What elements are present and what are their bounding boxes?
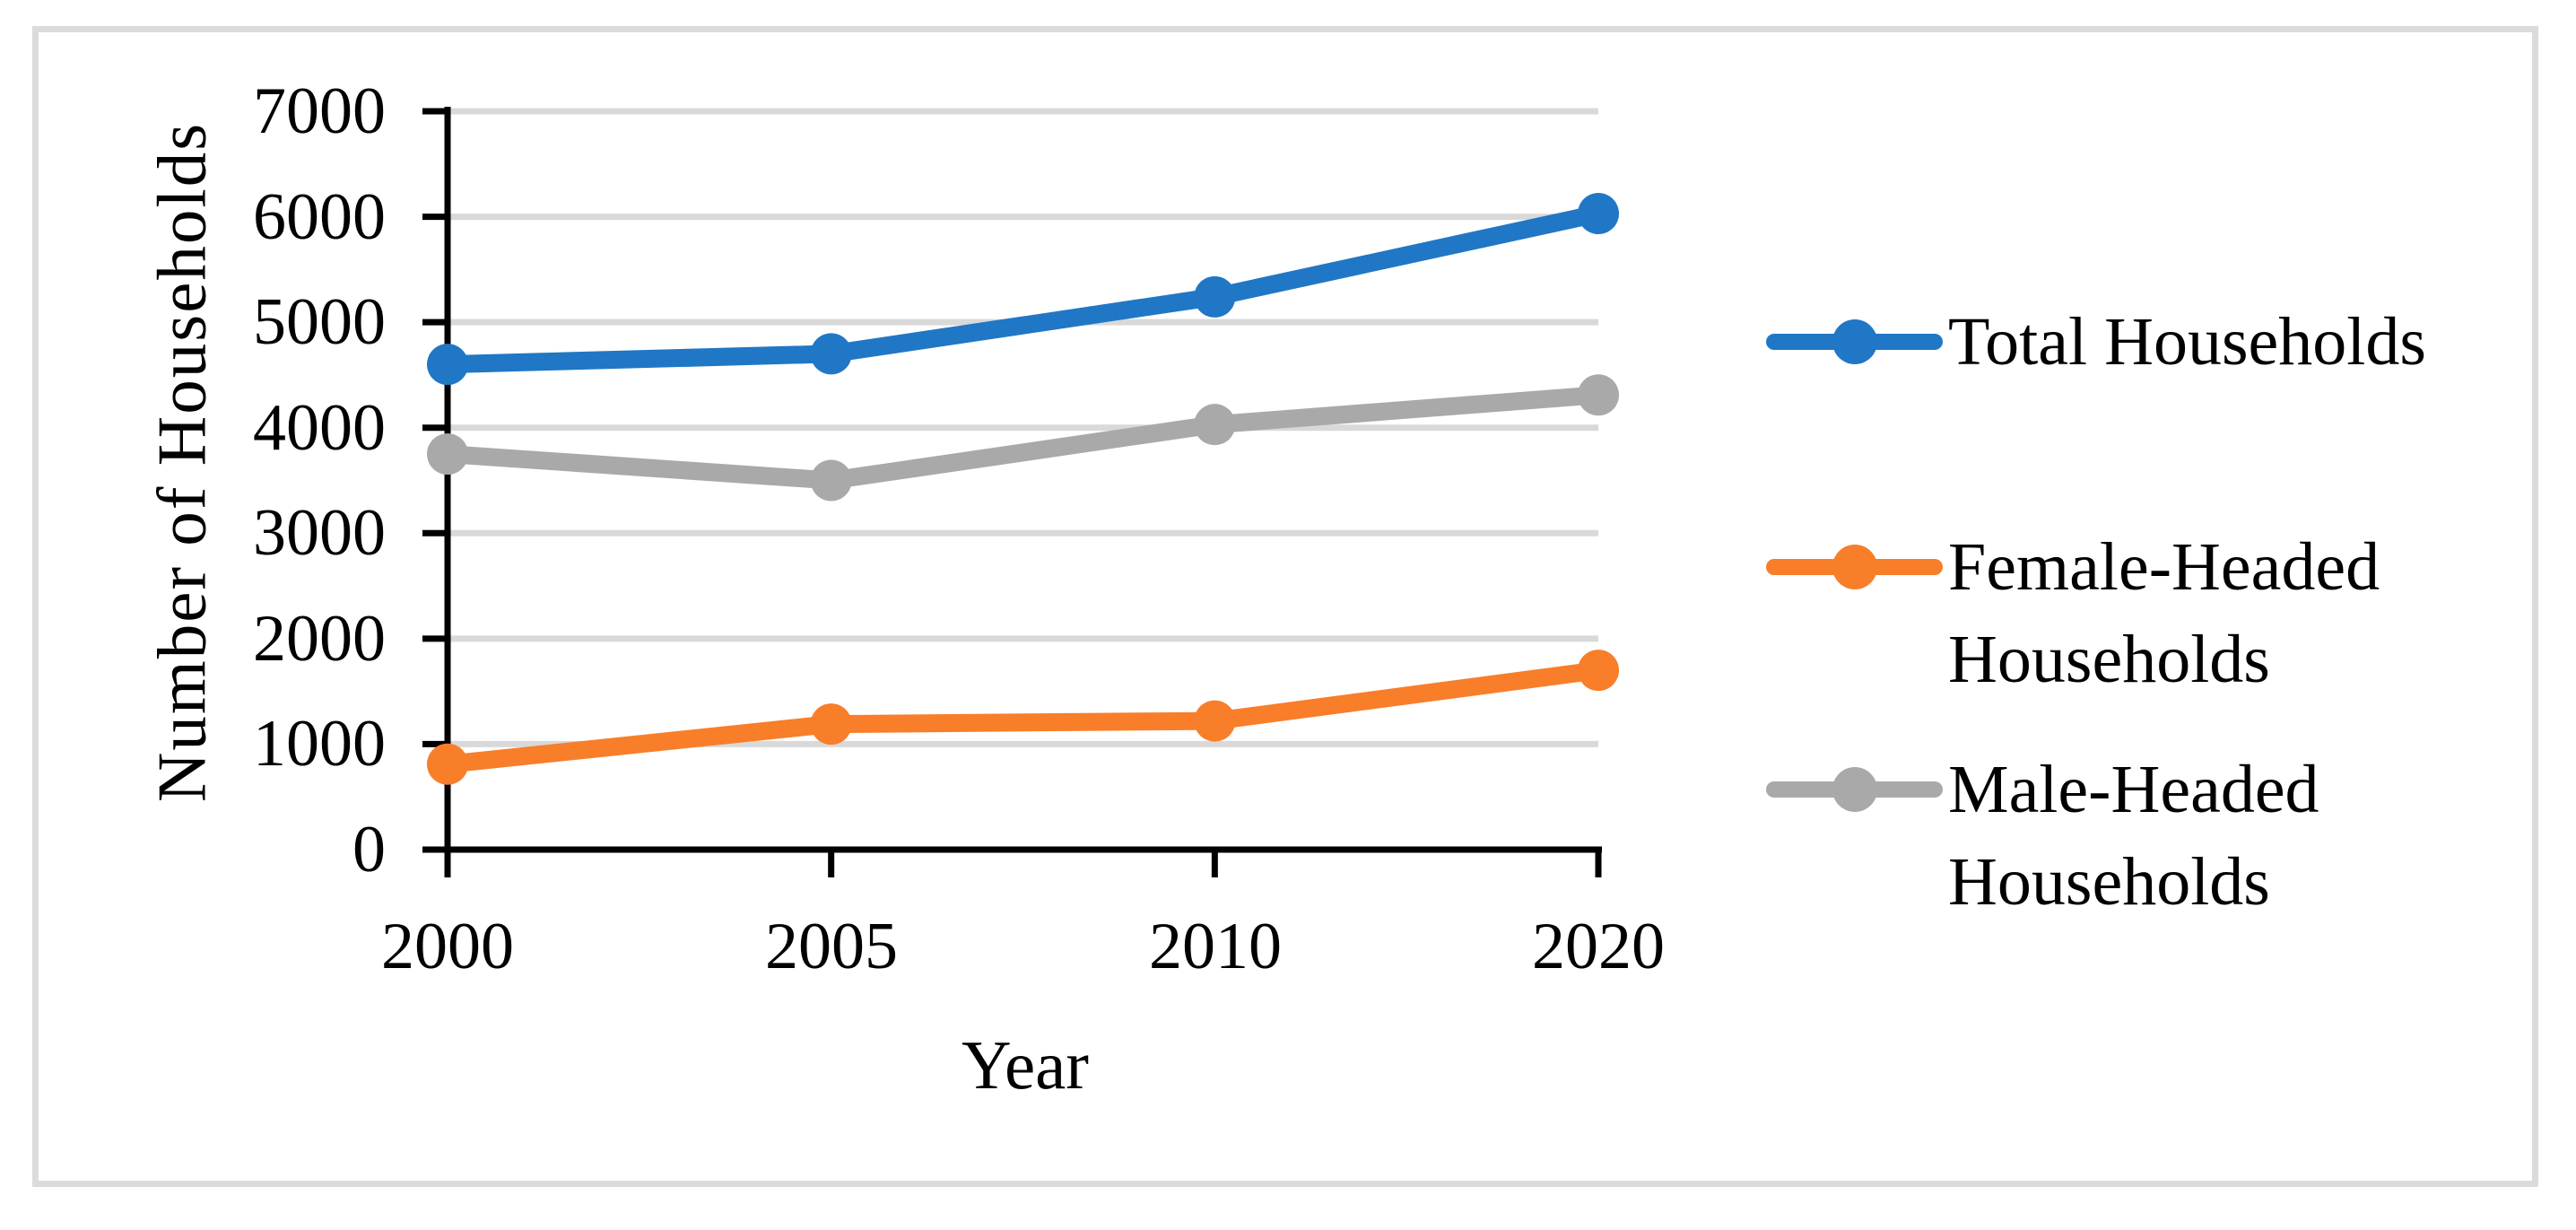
legend-marker-dot-female-headed-households xyxy=(1832,545,1877,589)
x-tick-label: 2010 xyxy=(1149,910,1282,983)
legend-marker-dot-male-headed-households xyxy=(1832,767,1877,812)
legend-label-total-households: Total Households xyxy=(1948,304,2426,379)
y-axis-title: Number of Households xyxy=(143,121,221,803)
legend-label-female-headed-2: Households xyxy=(1948,622,2270,697)
series-line-female-headed-households xyxy=(439,661,1607,773)
data-point-male-headed-households-2005 xyxy=(810,459,852,502)
data-point-male-headed-households-2000 xyxy=(427,433,468,475)
data-point-male-headed-households-2020 xyxy=(1578,374,1619,416)
x-tick-label: 2000 xyxy=(381,910,514,983)
series-line-total-households xyxy=(439,205,1607,374)
data-point-female-headed-households-2010 xyxy=(1194,700,1236,742)
y-tick-label: 5000 xyxy=(253,285,386,359)
legend-label-male-headed-2: Households xyxy=(1948,844,2270,920)
y-tick-label: 2000 xyxy=(253,602,386,676)
data-point-total-households-2000 xyxy=(427,344,468,386)
data-point-female-headed-households-2005 xyxy=(810,703,852,746)
x-tick-label: 2005 xyxy=(765,910,898,983)
legend-label-male-headed-1: Male-Headed xyxy=(1948,752,2319,827)
data-point-female-headed-households-2000 xyxy=(427,743,468,785)
legend-label-female-headed-1: Female-Headed xyxy=(1948,529,2380,605)
legend-marker-dot-total-households xyxy=(1832,319,1877,364)
data-point-total-households-2005 xyxy=(810,333,852,375)
y-tick-label: 4000 xyxy=(253,391,386,465)
figure-border xyxy=(32,26,2538,1187)
y-tick-label: 6000 xyxy=(253,180,386,254)
data-point-total-households-2010 xyxy=(1194,275,1236,318)
series-line-male-headed-households xyxy=(439,386,1607,490)
y-tick-label: 3000 xyxy=(253,496,386,570)
data-point-male-headed-households-2010 xyxy=(1194,404,1236,446)
x-tick-label: 2020 xyxy=(1532,910,1665,983)
y-tick-label: 0 xyxy=(352,813,386,886)
data-point-total-households-2020 xyxy=(1578,193,1619,235)
x-axis-title: Year xyxy=(962,1026,1089,1104)
data-point-female-headed-households-2020 xyxy=(1578,650,1619,692)
y-tick-label: 1000 xyxy=(253,707,386,781)
y-tick-label: 7000 xyxy=(253,74,386,148)
